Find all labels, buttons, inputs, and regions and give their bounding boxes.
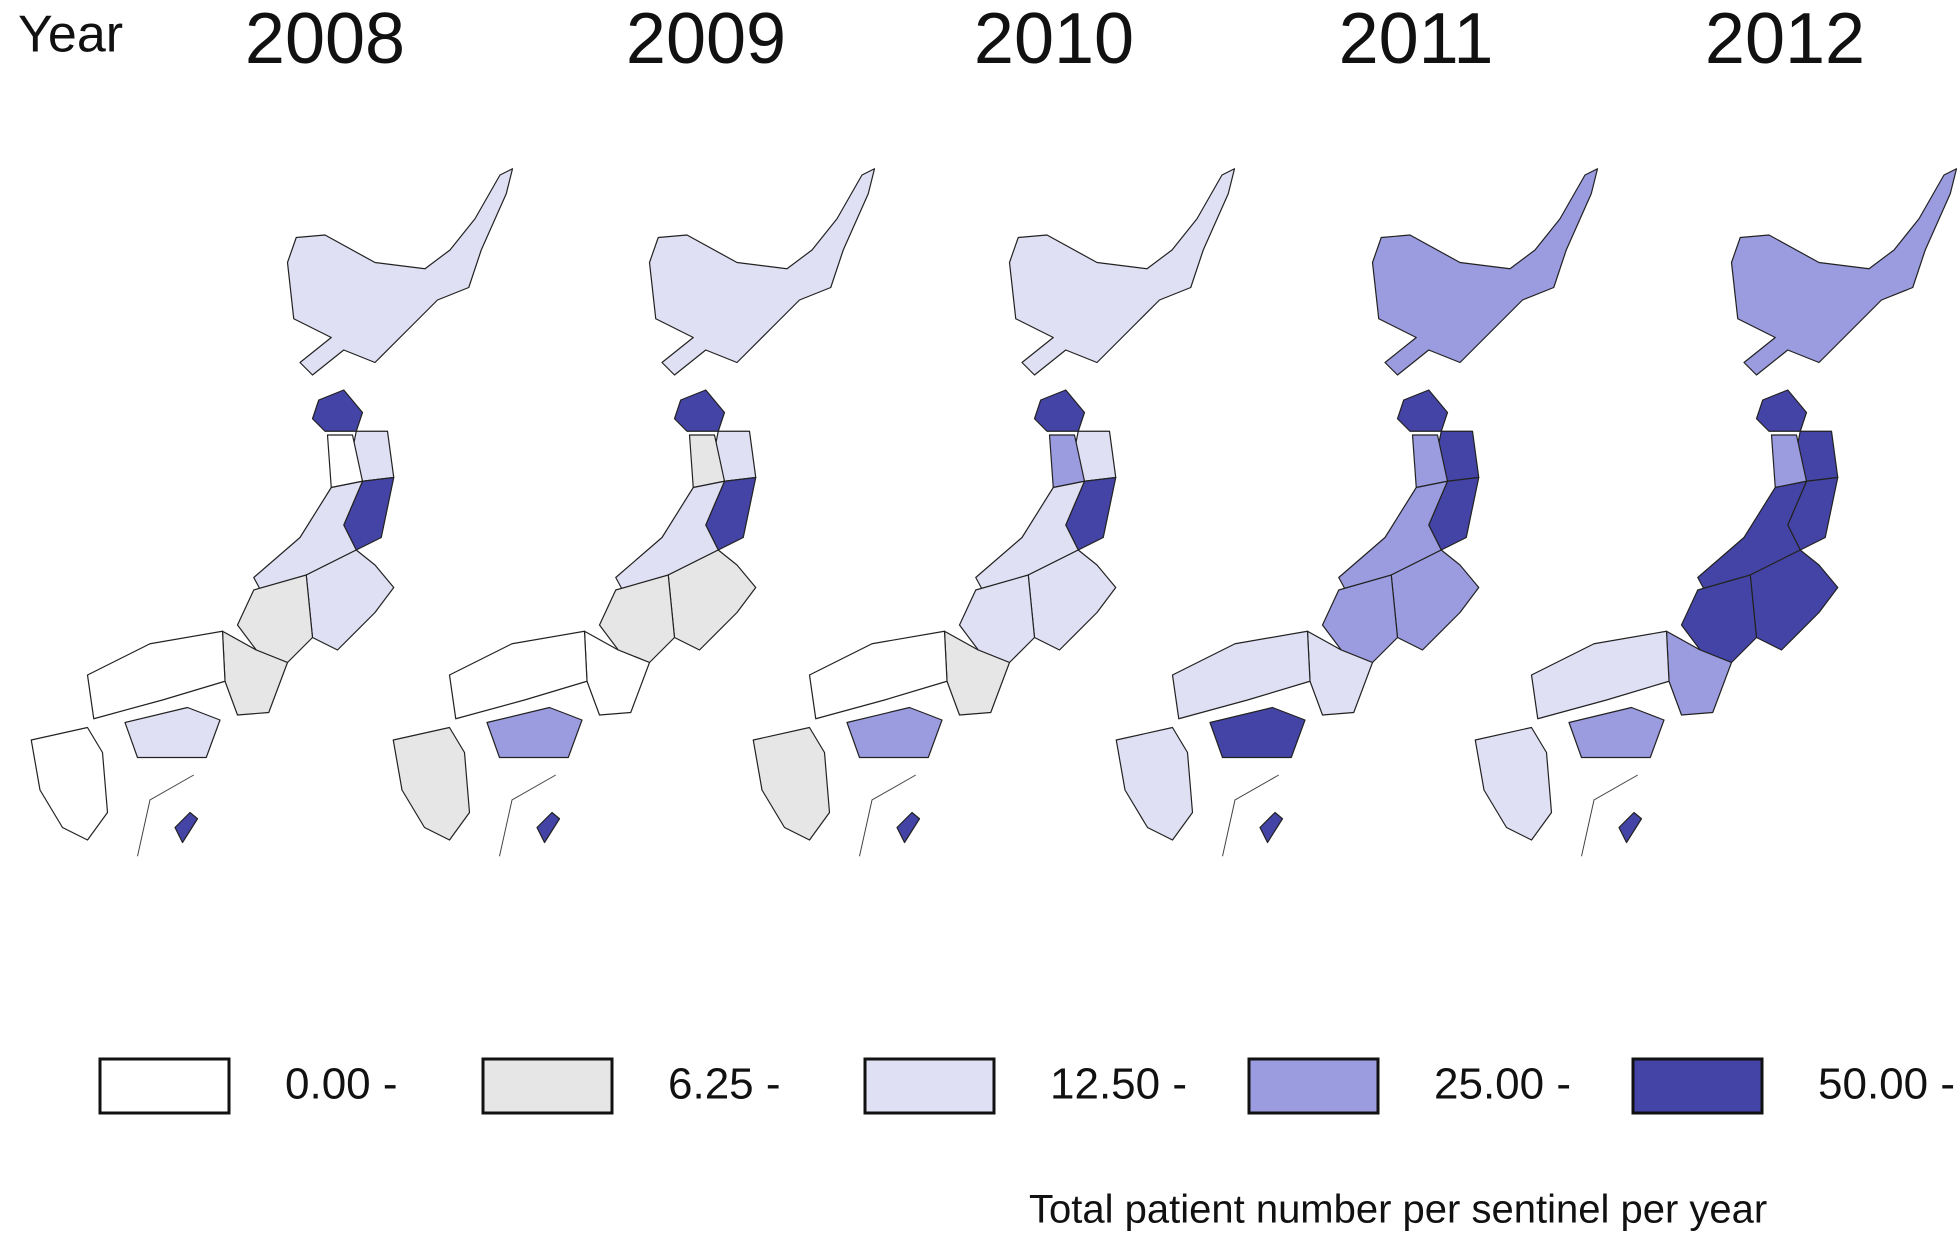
legend-label: 25.00 - [1434, 1060, 1571, 1109]
year-title: 2012 [1705, 0, 1865, 79]
japan-map [753, 169, 1234, 857]
prefecture-region [31, 728, 107, 841]
inset-line [1582, 775, 1638, 856]
year-title: 2008 [245, 0, 405, 79]
legend-label: 12.50 - [1050, 1060, 1187, 1109]
prefecture-region [1173, 631, 1311, 719]
prefecture-region [88, 631, 226, 719]
inset-line [138, 775, 194, 856]
prefecture-region [1475, 728, 1551, 841]
prefecture-region [1391, 550, 1479, 650]
japan-map [1116, 169, 1597, 857]
prefecture-region [675, 390, 725, 431]
year-title: 2010 [974, 0, 1134, 79]
prefecture-region [650, 169, 875, 375]
prefecture-region [306, 550, 394, 650]
prefecture-region [288, 169, 513, 375]
legend-label: 50.00 - [1818, 1060, 1955, 1109]
prefecture-region [537, 813, 560, 843]
legend-swatch [98, 1057, 231, 1115]
prefecture-region [1569, 708, 1664, 758]
prefecture-region [668, 550, 756, 650]
prefecture-region [393, 728, 469, 841]
inset-line [500, 775, 556, 856]
prefecture-region [1619, 813, 1642, 843]
prefecture-region [753, 728, 829, 841]
japan-map [31, 169, 512, 857]
prefecture-region [810, 631, 948, 719]
prefecture-region [897, 813, 920, 843]
prefecture-region [1757, 390, 1807, 431]
prefecture-region [1532, 631, 1670, 719]
legend-swatch [1631, 1057, 1764, 1115]
japan-map [393, 169, 874, 857]
prefecture-region [1116, 728, 1192, 841]
legend-caption: Total patient number per sentinel per ye… [1029, 1188, 1767, 1232]
prefecture-region [1398, 390, 1448, 431]
japan-map [1475, 169, 1956, 857]
prefecture-region [487, 708, 582, 758]
year-title: 2009 [626, 0, 786, 79]
inset-line [1223, 775, 1279, 856]
prefecture-region [1035, 390, 1085, 431]
prefecture-region [1732, 169, 1957, 375]
prefecture-region [1010, 169, 1235, 375]
inset-line [860, 775, 916, 856]
prefecture-region [1260, 813, 1283, 843]
prefecture-region [1028, 550, 1116, 650]
year-title: 2011 [1339, 0, 1494, 79]
prefecture-region [1373, 169, 1598, 375]
prefecture-region [175, 813, 198, 843]
legend-label: 0.00 - [285, 1060, 398, 1109]
prefecture-region [1750, 550, 1838, 650]
prefecture-region [450, 631, 588, 719]
prefecture-region [1210, 708, 1305, 758]
legend-swatch [863, 1057, 996, 1115]
legend-label: 6.25 - [668, 1060, 781, 1109]
prefecture-region [125, 708, 220, 758]
prefecture-region [313, 390, 363, 431]
legend-swatch [481, 1057, 614, 1115]
year-label: Year [18, 6, 123, 64]
prefecture-region [847, 708, 942, 758]
legend-swatch [1247, 1057, 1380, 1115]
